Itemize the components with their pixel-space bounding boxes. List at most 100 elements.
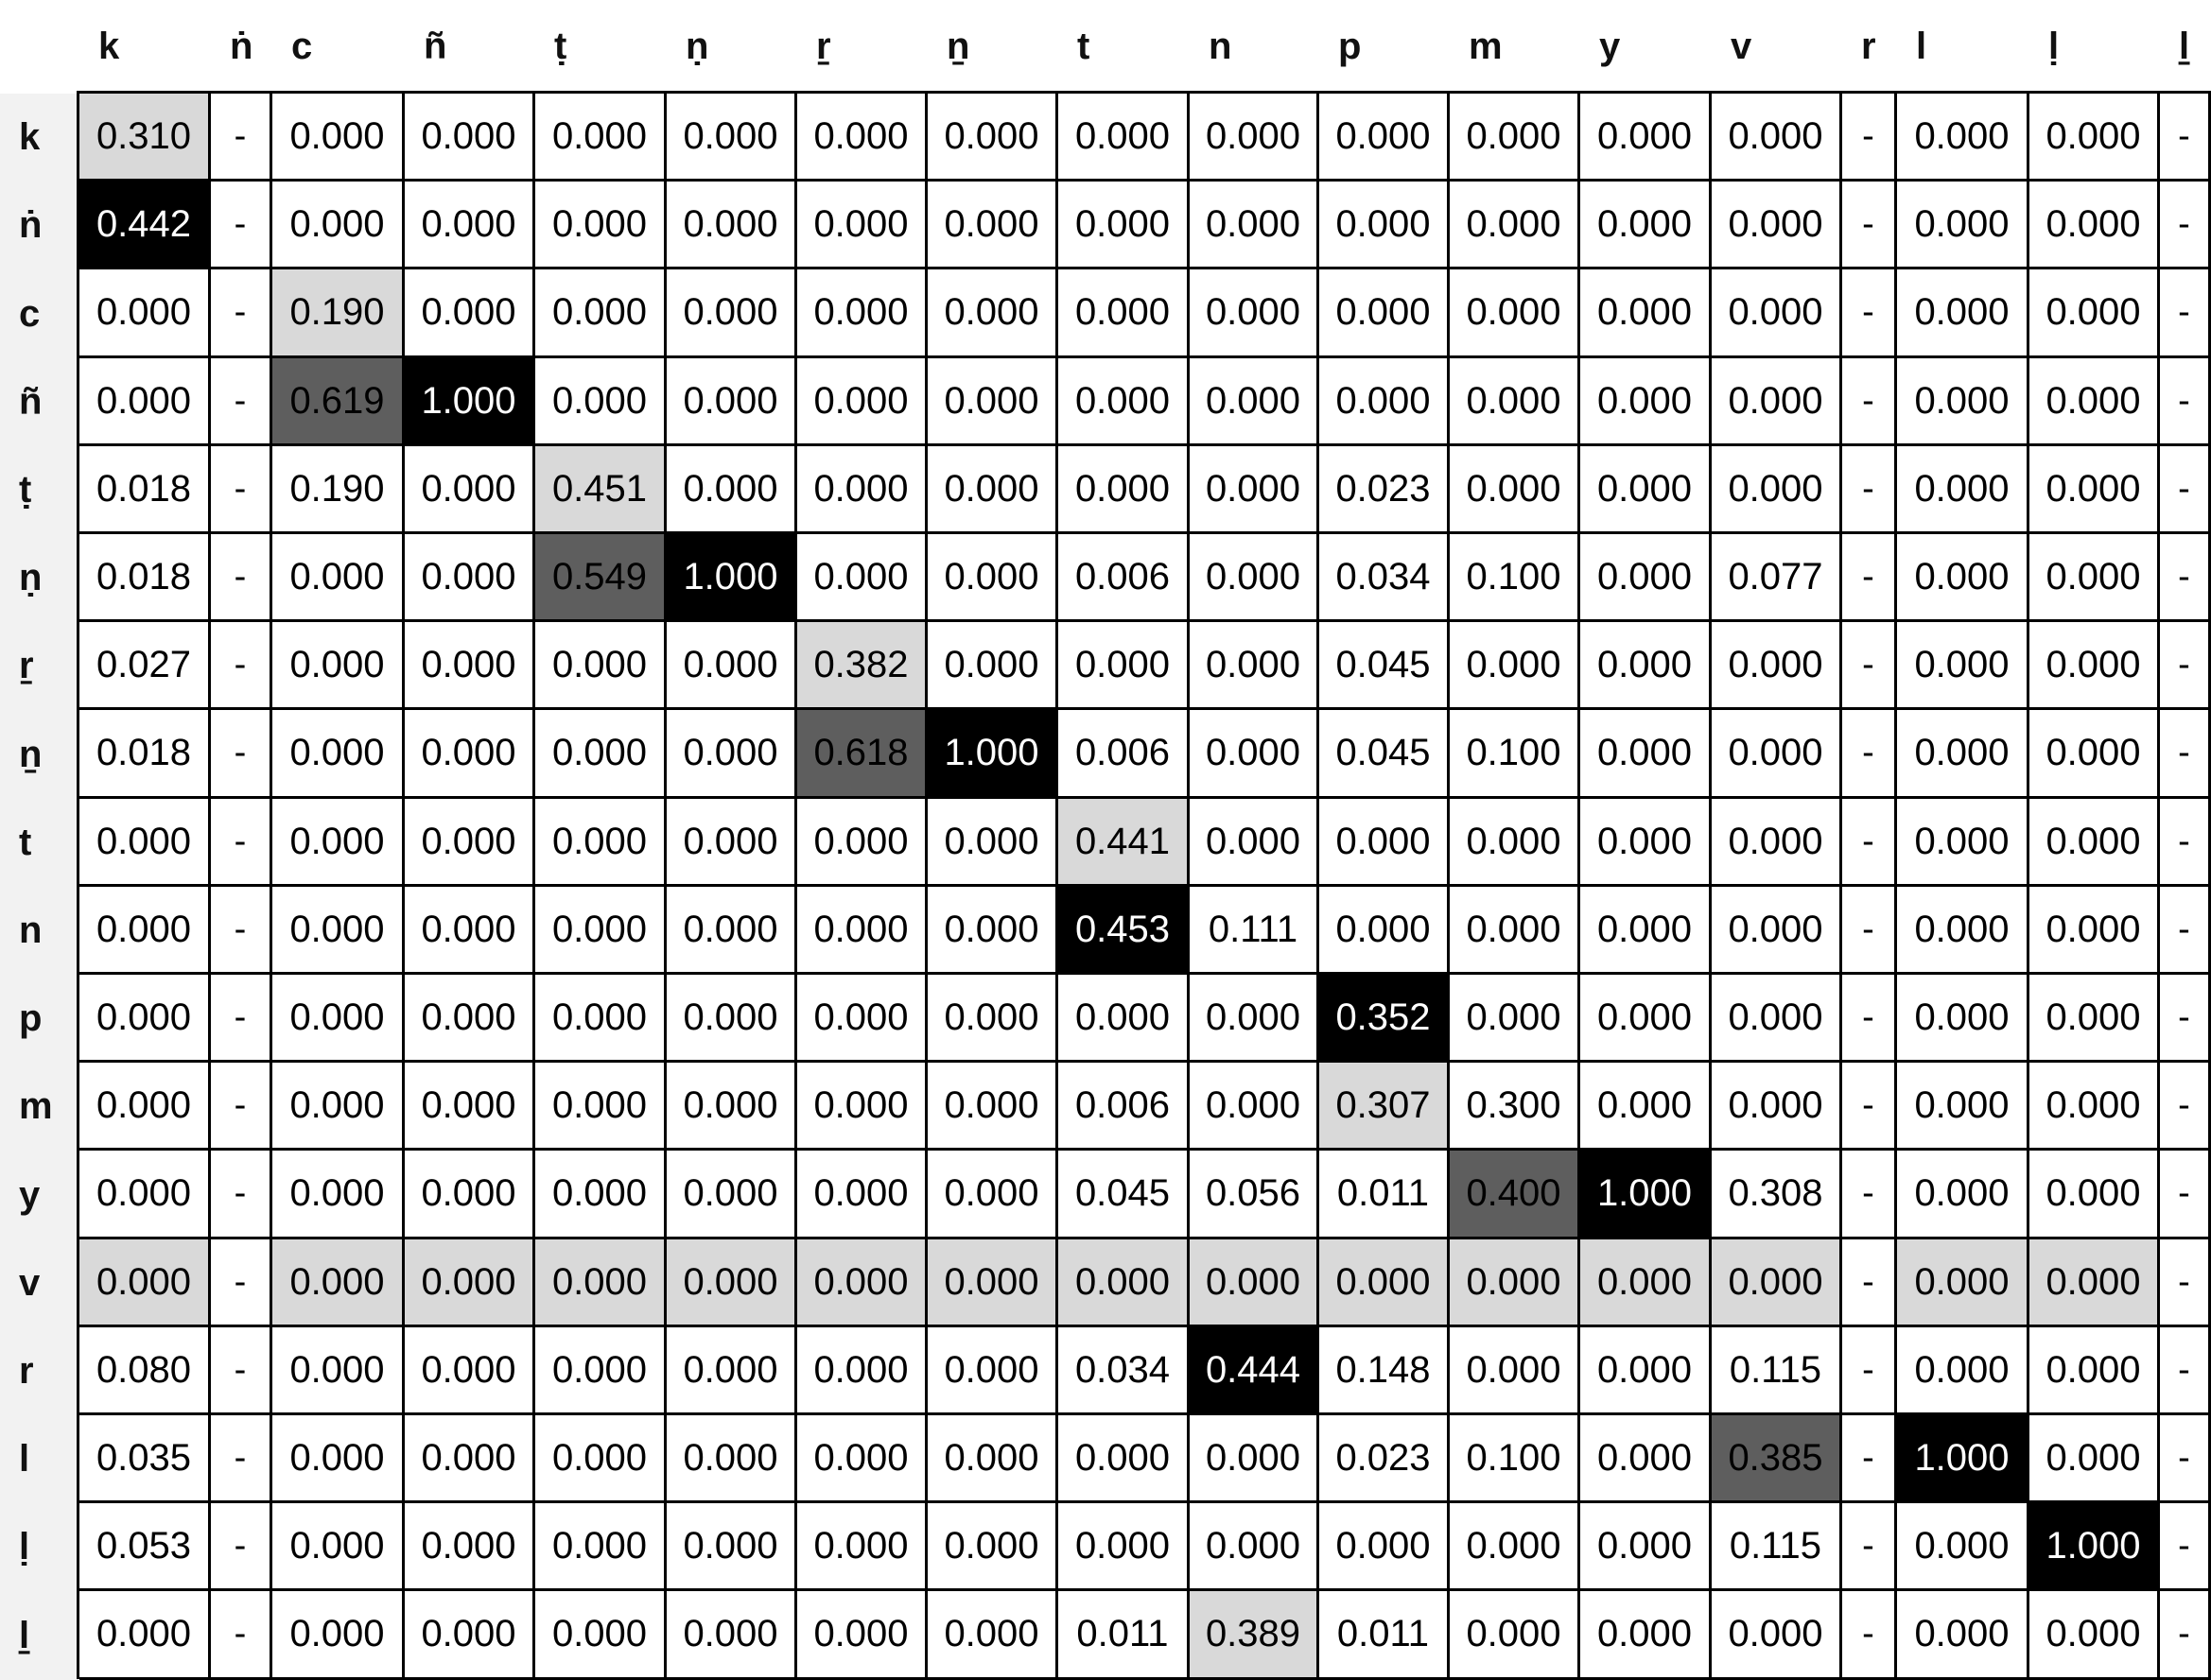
heatmap-cell: 0.000	[1897, 799, 2029, 887]
heatmap-cell: 0.000	[1190, 534, 1319, 622]
heatmap-cell: 0.619	[272, 358, 405, 446]
row-header: m	[0, 1063, 79, 1151]
heatmap-cell: 0.018	[79, 534, 211, 622]
heatmap-cell: -	[1842, 1591, 1897, 1680]
heatmap-cell: 0.000	[1319, 269, 1450, 358]
heatmap-cell: 0.080	[79, 1327, 211, 1415]
heatmap-cell: 1.000	[667, 534, 797, 622]
heatmap-cell: 0.000	[79, 269, 211, 358]
row-header: y	[0, 1151, 79, 1239]
heatmap-cell: 0.000	[272, 975, 405, 1063]
heatmap-cell: 0.000	[1190, 1503, 1319, 1591]
heatmap-cell: 0.000	[405, 1151, 535, 1239]
heatmap-cell: 0.000	[1897, 1503, 2029, 1591]
heatmap-cell: -	[211, 269, 272, 358]
heatmap-cell: -	[211, 446, 272, 534]
heatmap-cell: 0.000	[667, 1063, 797, 1151]
heatmap-cell: 0.000	[79, 887, 211, 975]
heatmap-cell: 0.000	[1580, 975, 1712, 1063]
heatmap-cell: 0.000	[405, 1503, 535, 1591]
heatmap-cell: 0.045	[1319, 710, 1450, 799]
heatmap-cell: 0.000	[1712, 1063, 1842, 1151]
heatmap-cell: 0.307	[1319, 1063, 1450, 1151]
heatmap-cell: 1.000	[928, 710, 1058, 799]
column-header: ḷ	[2048, 26, 2060, 67]
heatmap-cell: 0.006	[1058, 534, 1190, 622]
heatmap-cell: -	[2160, 1591, 2211, 1680]
heatmap-cell: 0.000	[1897, 182, 2029, 269]
heatmap-cell: 0.000	[1058, 269, 1190, 358]
heatmap-cell: 0.000	[535, 1063, 667, 1151]
heatmap-cell: 0.000	[2029, 1591, 2160, 1680]
heatmap-cell: 0.000	[405, 269, 535, 358]
column-header: n	[1209, 26, 1232, 67]
heatmap-cell: 0.100	[1450, 534, 1580, 622]
heatmap-cell: 0.000	[1190, 182, 1319, 269]
heatmap-cell: 0.000	[405, 1239, 535, 1327]
heatmap-cell: -	[2160, 534, 2211, 622]
row-header: l	[0, 1415, 79, 1503]
column-header: ñ	[424, 26, 447, 67]
heatmap-cell: 0.000	[1580, 182, 1712, 269]
heatmap-cell: 0.000	[928, 1415, 1058, 1503]
heatmap-cell: 0.000	[1712, 622, 1842, 710]
heatmap-cell: 0.000	[1897, 975, 2029, 1063]
grid-left-border	[77, 91, 79, 1679]
heatmap-cell: 0.000	[667, 1415, 797, 1503]
heatmap-cell: 0.000	[1190, 799, 1319, 887]
heatmap-cell: -	[1842, 799, 1897, 887]
column-header: k	[98, 26, 120, 67]
heatmap-cell: -	[1842, 182, 1897, 269]
column-header: ṅ	[230, 26, 253, 67]
column-header: v	[1731, 26, 1752, 67]
heatmap-cell: -	[2160, 94, 2211, 182]
heatmap-cell: -	[2160, 710, 2211, 799]
heatmap-cell: 0.000	[1580, 1327, 1712, 1415]
heatmap-cell: 0.000	[405, 1591, 535, 1680]
heatmap-cell: 0.034	[1319, 534, 1450, 622]
heatmap-cell: 0.000	[535, 1239, 667, 1327]
heatmap-cell: 0.000	[1897, 269, 2029, 358]
heatmap-cell: -	[1842, 269, 1897, 358]
heatmap-cell: 0.000	[79, 1151, 211, 1239]
heatmap-cell: 0.011	[1319, 1151, 1450, 1239]
heatmap-cell: 0.000	[535, 975, 667, 1063]
heatmap-cell: 0.444	[1190, 1327, 1319, 1415]
heatmap-cell: 0.000	[928, 799, 1058, 887]
heatmap-cell: 0.000	[1450, 1327, 1580, 1415]
heatmap-cell: 0.000	[1712, 799, 1842, 887]
heatmap-cell: 0.000	[667, 622, 797, 710]
heatmap-cell: -	[2160, 1327, 2211, 1415]
heatmap-cell: -	[211, 1239, 272, 1327]
heatmap-cell: -	[1842, 1239, 1897, 1327]
heatmap-cell: 0.115	[1712, 1327, 1842, 1415]
heatmap-cell: 0.000	[1580, 446, 1712, 534]
heatmap-cell: 0.000	[1058, 1503, 1190, 1591]
heatmap-cell: 0.000	[797, 1151, 928, 1239]
heatmap-cell: 0.035	[79, 1415, 211, 1503]
heatmap-cell: 0.027	[79, 622, 211, 710]
heatmap-cell: 0.000	[2029, 1239, 2160, 1327]
heatmap-cell: 0.000	[2029, 1151, 2160, 1239]
heatmap-cell: 0.000	[2029, 534, 2160, 622]
heatmap-cell: 0.034	[1058, 1327, 1190, 1415]
heatmap-cell: 1.000	[2029, 1503, 2160, 1591]
heatmap-cell: 0.453	[1058, 887, 1190, 975]
heatmap-cell: 0.000	[1450, 94, 1580, 182]
heatmap-cell: 0.000	[2029, 269, 2160, 358]
heatmap-cell: 0.000	[1058, 94, 1190, 182]
heatmap-cell: 0.000	[1450, 622, 1580, 710]
heatmap-cell: 0.000	[1580, 269, 1712, 358]
heatmap-cell: 0.000	[1450, 1503, 1580, 1591]
grid-top-border	[79, 91, 2211, 94]
row-header: t	[0, 799, 79, 887]
heatmap-cell: 0.000	[667, 358, 797, 446]
heatmap-cell: -	[1842, 534, 1897, 622]
heatmap-cell: 0.000	[797, 534, 928, 622]
heatmap-cell: -	[211, 975, 272, 1063]
heatmap-cell: 0.000	[2029, 358, 2160, 446]
heatmap-cell: 0.000	[667, 710, 797, 799]
heatmap-cell: 0.000	[797, 94, 928, 182]
heatmap-cell: -	[2160, 1503, 2211, 1591]
